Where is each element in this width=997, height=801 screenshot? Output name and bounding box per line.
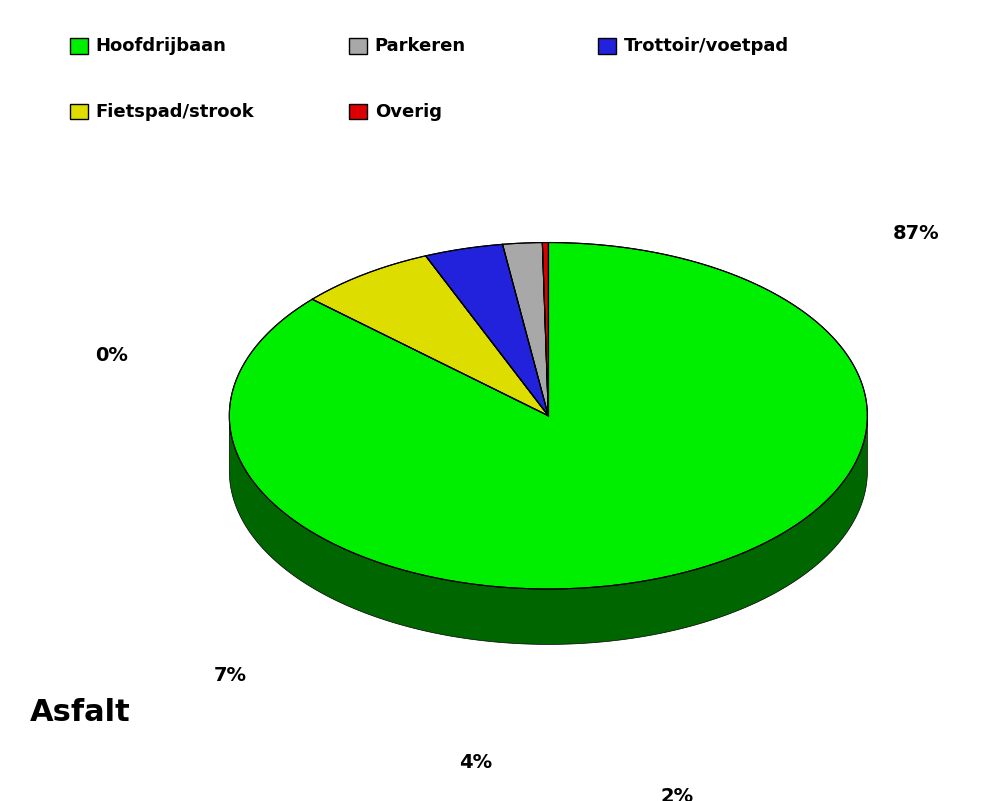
Text: 87%: 87% [893,224,939,244]
Bar [349,38,367,54]
Bar [70,38,88,54]
Text: 7%: 7% [213,666,246,685]
Polygon shape [502,243,548,416]
Text: 2%: 2% [660,787,693,801]
Polygon shape [312,256,548,416]
Text: Fietspad/strook: Fietspad/strook [96,103,254,121]
Bar [598,38,616,54]
Text: Hoofdrijbaan: Hoofdrijbaan [96,37,226,55]
Polygon shape [426,244,548,416]
Bar [349,104,367,119]
Text: Trottoir/voetpad: Trottoir/voetpad [624,37,790,55]
Polygon shape [229,417,867,645]
Polygon shape [229,243,867,589]
Polygon shape [542,243,548,416]
Bar [70,104,88,119]
Text: Overig: Overig [375,103,442,121]
Text: 4%: 4% [459,753,493,771]
Text: Parkeren: Parkeren [375,37,466,55]
Text: 0%: 0% [96,345,129,364]
Text: Asfalt: Asfalt [30,698,131,727]
